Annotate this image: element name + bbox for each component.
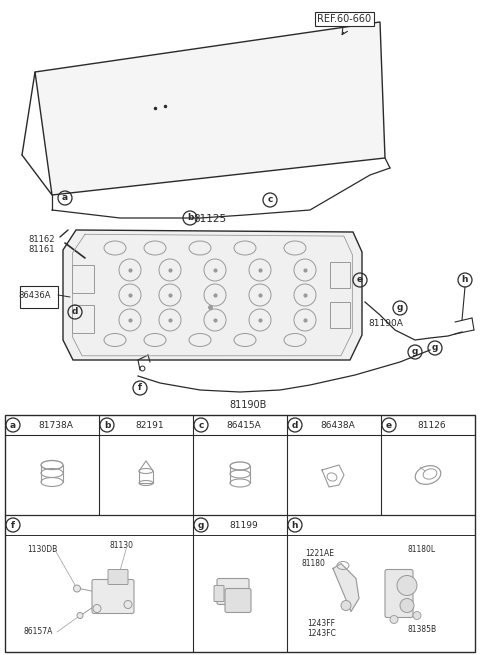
Text: 86157A: 86157A [23,627,52,637]
Text: 81385B: 81385B [407,626,436,635]
FancyBboxPatch shape [108,569,128,584]
Bar [5,415,475,652]
Bar [330,262,350,288]
Text: 81199: 81199 [229,521,258,529]
Text: 81162: 81162 [28,236,55,244]
FancyBboxPatch shape [92,580,134,614]
Text: d: d [292,421,298,430]
Text: 81190B: 81190B [229,400,267,410]
Text: b: b [187,214,193,223]
Text: h: h [462,276,468,284]
Circle shape [397,576,417,595]
Circle shape [400,599,414,612]
Text: g: g [432,343,438,352]
Text: 1221AE: 1221AE [305,548,334,557]
Text: c: c [198,421,204,430]
Text: 81161: 81161 [28,246,55,255]
Text: g: g [412,348,418,356]
Text: h: h [292,521,298,529]
FancyBboxPatch shape [225,588,251,612]
Bar [330,302,350,328]
Circle shape [93,605,101,612]
Text: e: e [357,276,363,284]
Text: 81180: 81180 [302,559,326,567]
Text: d: d [72,307,78,316]
Text: 82191: 82191 [136,421,164,430]
Text: g: g [397,303,403,312]
Text: b: b [104,421,110,430]
Text: f: f [11,521,15,529]
FancyBboxPatch shape [214,586,224,601]
Text: REF.60-660: REF.60-660 [317,14,371,24]
Text: 81130: 81130 [109,540,133,550]
Text: c: c [267,195,273,204]
Circle shape [390,616,398,624]
Text: 1243FF: 1243FF [307,620,335,629]
Circle shape [341,601,351,610]
Circle shape [124,601,132,608]
Bar [72,305,94,333]
Polygon shape [63,230,362,360]
Text: g: g [198,521,204,529]
Text: f: f [138,383,142,392]
Bar [20,286,58,308]
Text: 81190A: 81190A [368,320,403,329]
Text: e: e [386,421,392,430]
FancyBboxPatch shape [217,578,249,605]
Circle shape [413,612,421,620]
Text: 81180L: 81180L [407,546,435,555]
Bar [72,265,94,293]
Text: 86438A: 86438A [321,421,355,430]
Circle shape [77,612,83,618]
Text: 81738A: 81738A [38,421,73,430]
Polygon shape [333,563,359,612]
Text: 86436A: 86436A [18,291,50,301]
Text: 86415A: 86415A [227,421,262,430]
Polygon shape [35,22,385,195]
Text: a: a [62,193,68,202]
Text: 1243FC: 1243FC [307,629,336,639]
Text: 81126: 81126 [418,421,446,430]
Circle shape [73,585,81,592]
Text: 81125: 81125 [193,214,227,224]
Text: 1130DB: 1130DB [27,546,57,555]
Text: a: a [10,421,16,430]
FancyBboxPatch shape [385,569,413,618]
